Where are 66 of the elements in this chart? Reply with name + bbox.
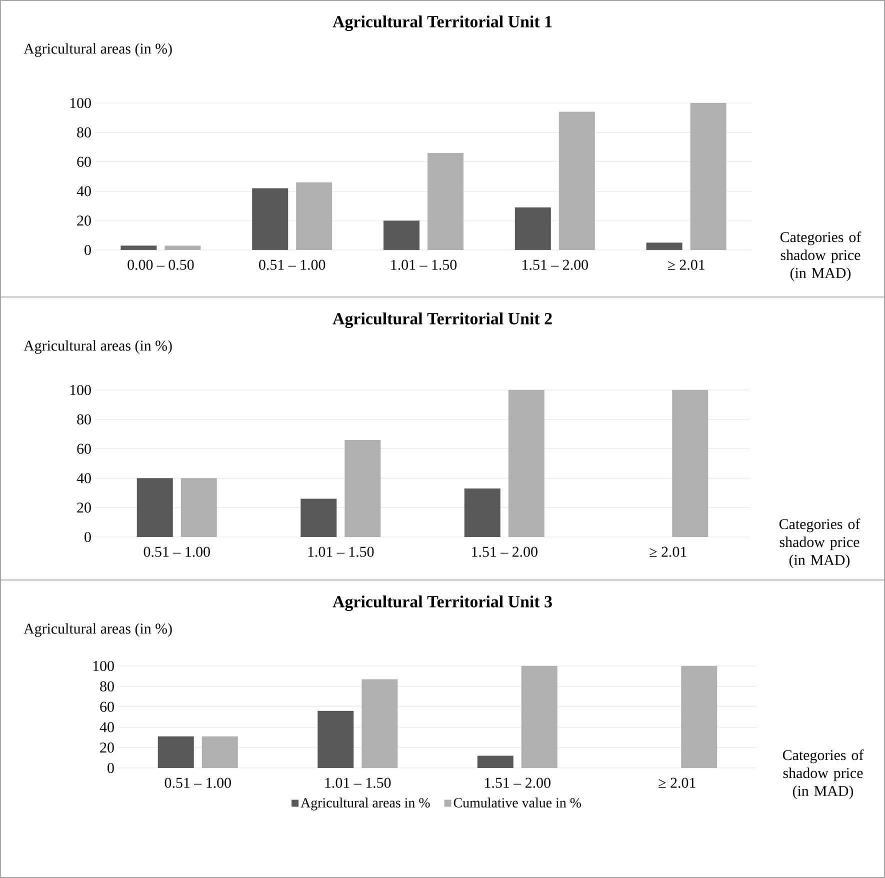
- y-tick-label: 20: [77, 502, 91, 513]
- y-tick-label: 0: [84, 244, 91, 256]
- x-tick-label: 1.51 – 2.00: [522, 260, 588, 270]
- bar: [558, 112, 595, 250]
- bar: [514, 207, 551, 250]
- bar: [296, 182, 332, 250]
- bar: [384, 220, 420, 250]
- y-axis-title: Agricultural areas (in %): [24, 340, 172, 354]
- x-tick-label: 0.51 – 1.00: [144, 546, 210, 557]
- legend-label: Cumulative value in %: [454, 798, 582, 808]
- y-tick-label: 40: [76, 186, 91, 196]
- bar: [300, 498, 337, 537]
- y-tick-label: 80: [100, 681, 114, 692]
- x-tick-label: ≥ 2.01: [658, 778, 696, 788]
- x-tick-label: 1.01 – 1.50: [391, 260, 457, 270]
- y-tick-label: 20: [77, 216, 91, 226]
- y-tick-label: 100: [70, 98, 91, 108]
- y-tick-label: 20: [100, 742, 114, 753]
- x-axis-title: Categories of shadow price (in MAD): [779, 518, 860, 568]
- y-axis-title: Agricultural areas (in %): [24, 43, 172, 57]
- bar: [508, 390, 544, 537]
- bar: [164, 246, 201, 250]
- bar: [362, 679, 398, 768]
- x-tick-label: 0.51 – 1.00: [164, 778, 231, 788]
- x-tick-label: 0.00 – 0.50: [128, 260, 194, 270]
- bar: [681, 666, 718, 768]
- y-tick-label: 60: [77, 444, 91, 454]
- bar: [464, 488, 500, 537]
- bar: [646, 242, 682, 250]
- bar: [180, 478, 217, 537]
- x-tick-label: 1.01 – 1.50: [308, 546, 374, 557]
- chart-title: Agricultural Territorial Unit 2: [332, 312, 552, 328]
- x-tick-label: ≥ 2.01: [650, 546, 686, 557]
- x-tick-label: 0.51 – 1.00: [259, 260, 326, 270]
- bar: [136, 478, 173, 537]
- y-tick-label: 60: [100, 702, 114, 712]
- bar: [672, 390, 708, 537]
- y-axis-title: Agricultural areas (in %): [24, 623, 172, 637]
- x-axis-title: Categories of shadow price (in MAD): [780, 232, 862, 282]
- legend-label: Agricultural areas in %: [300, 798, 430, 810]
- bar: [158, 736, 194, 768]
- chart-title: Agricultural Territorial Unit 1: [332, 16, 552, 31]
- y-tick-label: 80: [77, 127, 91, 138]
- bar: [477, 756, 514, 768]
- x-tick-label: 1.51 – 2.00: [472, 546, 538, 557]
- bar: [690, 102, 726, 250]
- bar: [521, 666, 558, 768]
- y-tick-label: 40: [100, 722, 114, 732]
- x-axis-title: Categories of shadow price (in MAD): [782, 750, 864, 800]
- y-tick-label: 0: [84, 532, 91, 542]
- y-tick-label: 40: [76, 473, 91, 484]
- y-tick-label: 0: [108, 762, 114, 774]
- x-tick-label: 1.01 – 1.50: [325, 778, 391, 788]
- bar: [318, 710, 354, 768]
- bar: [428, 152, 464, 250]
- x-tick-label: 1.51 – 2.00: [485, 778, 550, 788]
- x-tick-label: ≥ 2.01: [668, 260, 704, 270]
- bar: [344, 440, 381, 537]
- y-tick-label: 100: [70, 384, 91, 396]
- bar: [120, 246, 157, 250]
- y-tick-label: 100: [93, 660, 114, 672]
- chart-title: Agricultural Territorial Unit 3: [332, 596, 552, 611]
- y-tick-label: 80: [77, 414, 91, 424]
- bar: [252, 188, 288, 250]
- bar: [202, 736, 238, 768]
- y-tick-label: 60: [77, 156, 91, 167]
